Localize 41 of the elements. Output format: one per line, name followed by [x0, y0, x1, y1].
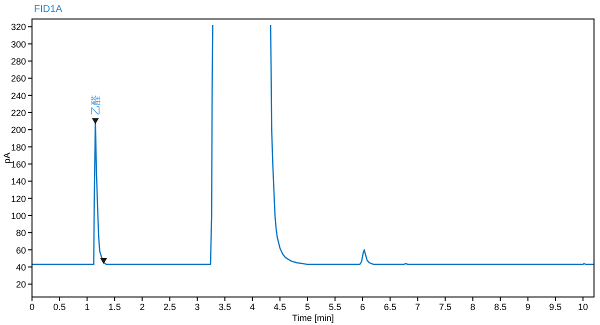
y-tick-label: 300: [10, 39, 26, 50]
x-tick-label: 8: [470, 302, 476, 312]
y-tick-label: 160: [10, 160, 26, 170]
x-tick-label: 0.5: [53, 302, 66, 312]
x-tick-label: 4: [250, 302, 255, 312]
x-tick-label: 6.5: [384, 302, 396, 312]
x-tick-label: 2.5: [163, 302, 176, 312]
y-tick-label: 180: [10, 142, 26, 152]
annotation: 乙醛: [90, 95, 102, 116]
x-tick-label: 0: [29, 302, 35, 312]
y-tick-label: 240: [10, 90, 26, 101]
x-tick-label: 5.5: [328, 302, 342, 312]
x-tick-label: 5: [304, 302, 310, 312]
y-tick-label: 220: [10, 108, 26, 118]
y-tick-label: 120: [10, 194, 26, 204]
x-tick-label: 9.5: [549, 302, 562, 312]
x-tick-label: 4.5: [274, 302, 286, 312]
y-tick-label: 140: [10, 176, 26, 187]
y-tick-label: 200: [10, 125, 26, 136]
y-tick-label: 100: [10, 210, 26, 221]
y-tick-label: 60: [16, 245, 26, 256]
x-tick-label: 3.5: [218, 302, 232, 312]
x-tick-label: 1.5: [108, 302, 121, 312]
x-tick-label: 7.5: [438, 302, 452, 312]
y-axis-title: pA: [2, 152, 12, 164]
x-tick-label: 7: [415, 302, 420, 312]
x-tick-label: 9: [525, 302, 530, 312]
y-tick-label: 80: [16, 228, 26, 238]
y-tick-label: 40: [16, 262, 26, 272]
y-tick-label: 320: [10, 22, 26, 32]
x-tick-label: 3: [194, 302, 200, 312]
y-tick-label: 20: [16, 280, 26, 290]
x-tick-label: 8.5: [494, 302, 507, 312]
x-axis-title: Time [min]: [292, 313, 334, 323]
x-tick-label: 10: [578, 302, 588, 312]
x-tick-label: 6: [360, 302, 366, 312]
y-tick-label: 260: [10, 74, 26, 84]
chart-title: FID1A: [34, 4, 63, 15]
y-tick-label: 280: [10, 56, 26, 67]
x-tick-label: 1: [84, 302, 90, 312]
x-tick-label: 2: [140, 302, 145, 312]
